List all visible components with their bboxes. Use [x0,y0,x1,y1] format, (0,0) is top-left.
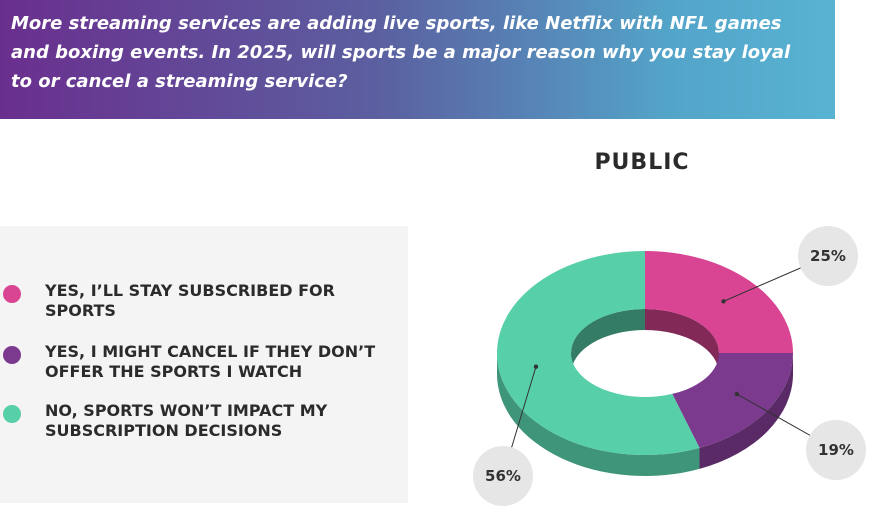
slice-side-no-impact [497,353,700,476]
legend-dot-yes-cancel [3,346,21,364]
data-label-no-impact: 56% [485,467,521,485]
slice-no-impact [496,251,700,455]
leader-dot-no-impact [533,364,539,369]
slice-inner-wall-no-impact [571,309,645,374]
slice-inner-wall-yes-stay [645,309,719,374]
chart-title: PUBLIC [594,150,690,175]
question-banner: More streaming services are adding live … [0,0,835,119]
legend-dot-yes-stay [3,285,21,303]
legend-label-yes-stay: YES, I’LL STAY SUBSCRIBED FOR SPORTS [45,281,335,320]
leader-dot-yes-stay [721,299,726,304]
survey-question: More streaming services are adding live … [11,13,791,92]
legend-label-no-impact: NO, SPORTS WON’T IMPACT MY SUBSCRIPTION … [45,401,328,440]
label-bubble-yes-stay [798,226,858,286]
leader-dot-yes-cancel [734,391,740,397]
data-label-yes-stay: 25% [810,247,846,265]
legend-dot-no-impact [3,405,21,423]
legend: YES, I’LL STAY SUBSCRIBED FOR SPORTS YES… [0,226,408,503]
label-bubble-no-impact [473,446,533,506]
slice-yes-cancel [672,353,793,448]
legend-label-yes-cancel: YES, I MIGHT CANCEL IF THEY DON’T OFFER … [45,342,376,381]
label-bubble-yes-cancel [806,420,866,480]
slice-side-yes-cancel [699,353,793,469]
slice-yes-stay [645,251,793,353]
data-label-yes-cancel: 19% [818,441,854,459]
